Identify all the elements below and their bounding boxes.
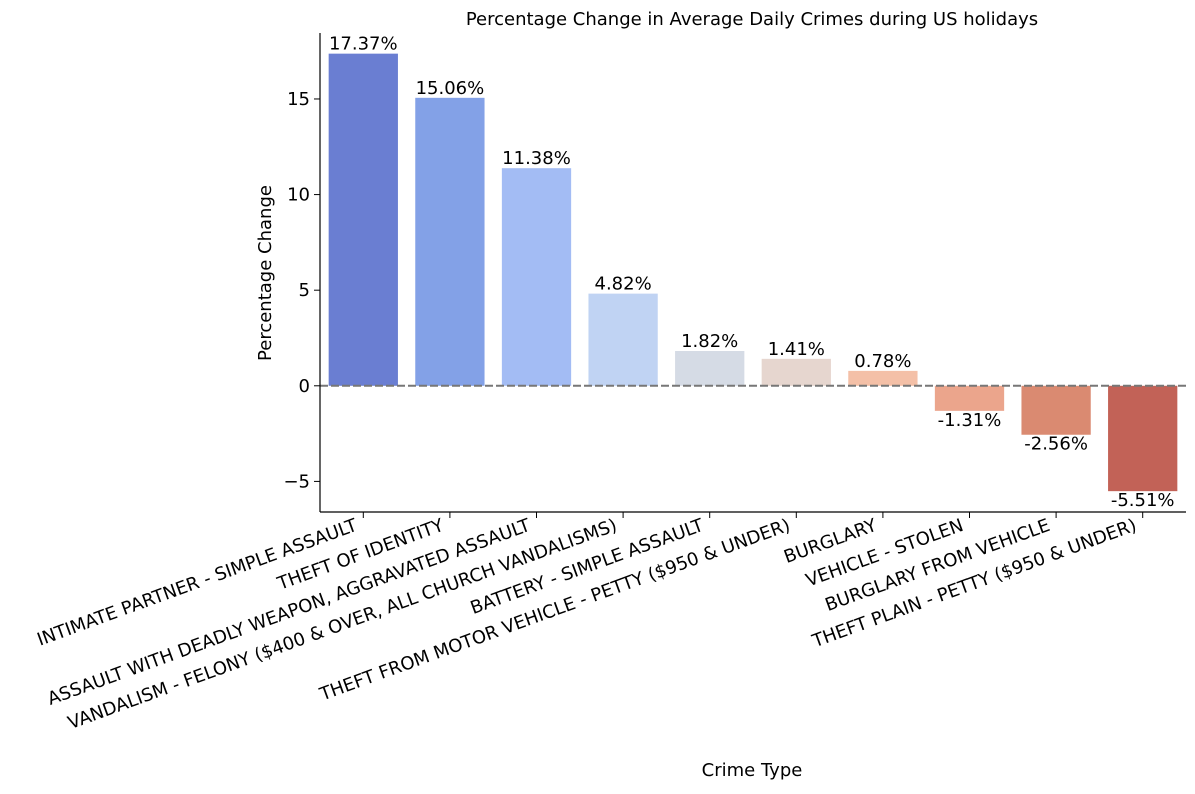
y-tick-label-2: 5 <box>299 280 310 301</box>
bar-2 <box>501 168 572 386</box>
bars-layer <box>328 53 1178 492</box>
bar-4 <box>675 350 745 386</box>
y-tick-label-0: −5 <box>283 471 310 492</box>
value-label-9: -5.51% <box>1111 490 1175 511</box>
bar-9 <box>1108 385 1178 492</box>
bar-8 <box>1021 385 1091 435</box>
value-label-8: -2.56% <box>1024 434 1088 455</box>
x-axis-label: Crime Type <box>702 760 803 781</box>
y-tick-label-3: 10 <box>287 185 310 206</box>
bar-6 <box>848 370 918 386</box>
value-labels-layer: 17.37% 15.06% 11.38% 4.82% 1.82% 1.41% 0.78% -1… <box>329 34 1175 512</box>
value-label-2: 11.38% <box>502 148 571 169</box>
value-label-1: 15.06% <box>416 78 485 99</box>
value-label-3: 4.82% <box>595 274 652 295</box>
bar-1 <box>415 97 485 386</box>
bar-3 <box>588 293 658 386</box>
y-tick-label-1: 0 <box>299 376 310 397</box>
value-label-7: -1.31% <box>938 410 1002 431</box>
value-label-4: 1.82% <box>681 331 738 352</box>
y-axis-label: Percentage Change <box>255 185 276 361</box>
bar-5 <box>761 358 831 386</box>
chart-title: Percentage Change in Average Daily Crime… <box>466 9 1038 30</box>
value-label-6: 0.78% <box>854 351 911 372</box>
axes-layer <box>319 33 1186 513</box>
y-tick-label-4: 15 <box>287 89 310 110</box>
value-label-5: 1.41% <box>768 339 825 360</box>
bar-7 <box>934 385 1005 411</box>
bar-0 <box>328 53 398 386</box>
y-ticks-layer: −5 0 5 10 15 <box>283 89 320 492</box>
value-label-0: 17.37% <box>329 34 398 55</box>
